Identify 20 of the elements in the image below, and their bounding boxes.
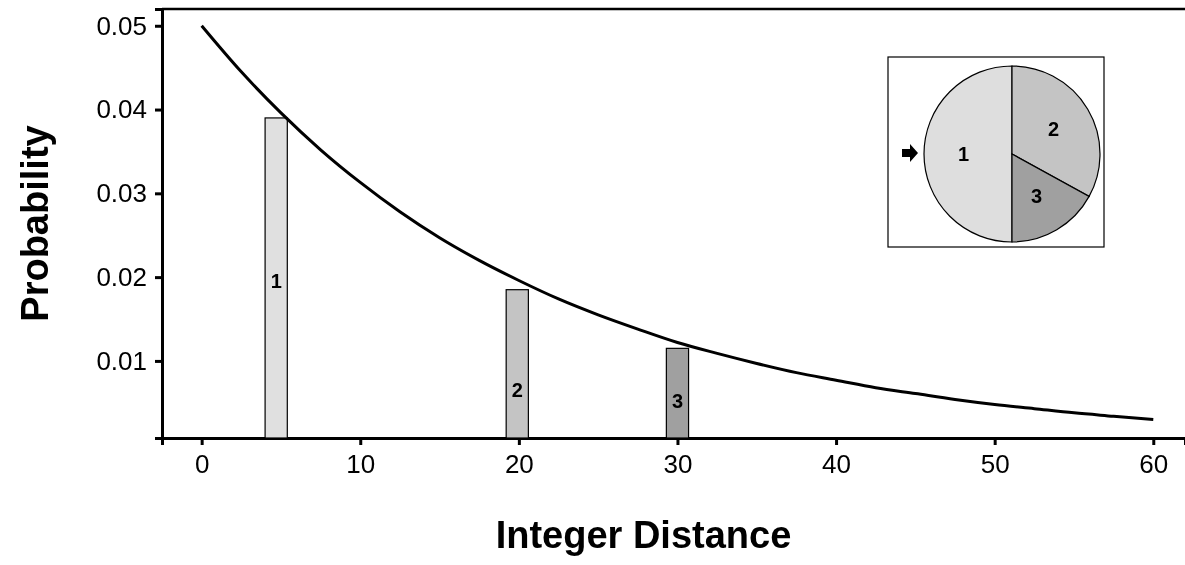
x-tick-label: 50 <box>980 449 1010 480</box>
x-tick-label: 60 <box>1139 449 1169 480</box>
x-tick-label: 30 <box>663 449 693 480</box>
x-tick-label: 20 <box>504 449 534 480</box>
x-tick-label: 0 <box>194 449 210 480</box>
slice-label: 3 <box>1031 184 1043 207</box>
y-tick-label: 0.02 <box>96 261 147 292</box>
annotation: 2 <box>511 379 523 402</box>
annotation: 3 <box>671 390 684 413</box>
y-tick-label: 0.03 <box>96 178 147 209</box>
slice-label: 1 <box>958 143 970 165</box>
y-tick-label: 0.01 <box>96 345 147 376</box>
slice-label: 2 <box>1048 118 1060 141</box>
x-tick-label: 10 <box>346 449 376 480</box>
annotation: 1 <box>270 270 282 293</box>
y-tick-label: 0.05 <box>96 10 147 41</box>
y-axis-title: Probability <box>14 125 56 322</box>
x-tick-label: 40 <box>822 449 852 480</box>
x-axis-title: Integer Distance <box>495 514 792 556</box>
y-tick-label: 0.04 <box>96 94 147 125</box>
